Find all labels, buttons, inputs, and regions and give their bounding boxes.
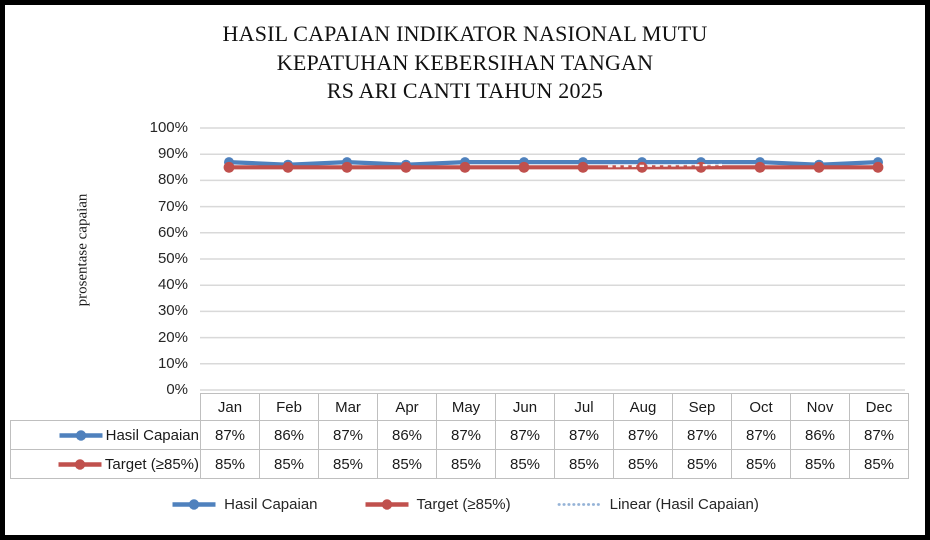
month-header-jun: Jun	[495, 393, 555, 421]
value-cell: 85%	[849, 449, 909, 479]
table-row: Target (≥85%) 85% 85% 85% 85% 85% 85% 85% 85% 85%…	[10, 449, 909, 479]
legend-item-2: Linear (Hasil Capaian)	[557, 496, 759, 513]
value-cell: 87%	[495, 420, 555, 450]
line-marker-key-icon	[59, 429, 103, 441]
chart-title-line-2: KEPATUHAN KEBERSIHAN TANGAN	[276, 49, 654, 75]
trendline	[607, 163, 723, 168]
month-header-apr: Apr	[377, 393, 437, 421]
value-cell: 87%	[436, 420, 496, 450]
data-point-marker	[813, 161, 825, 173]
value-cell: 87%	[849, 420, 909, 450]
y-tick-label: 0%	[166, 381, 188, 398]
chart-title: HASIL CAPAIAN INDIKATOR NASIONAL MUTU KE…	[5, 20, 925, 106]
chart-plot	[200, 127, 905, 391]
y-tick-label: 30%	[157, 302, 188, 320]
series-name-label: Hasil Capaian	[105, 426, 199, 444]
legend-item-1: Target (≥85%)	[364, 496, 511, 513]
legend-label: Target (≥85%)	[416, 496, 511, 513]
series-line-0	[228, 159, 879, 167]
table-corner-spacer	[11, 394, 201, 421]
month-header-feb: Feb	[259, 393, 319, 421]
month-header-dec: Dec	[849, 393, 909, 421]
value-cell: 85%	[200, 449, 260, 479]
data-point-marker	[223, 161, 235, 173]
data-point-marker	[636, 161, 648, 173]
month-header-jan: Jan	[200, 393, 260, 421]
legend-label: Linear (Hasil Capaian)	[609, 496, 759, 513]
value-cell: 85%	[790, 449, 850, 479]
y-tick-label: 100%	[149, 119, 188, 136]
line-marker-key-icon	[365, 499, 409, 510]
value-cell: 86%	[259, 420, 319, 450]
value-cell: 85%	[613, 449, 673, 479]
value-cell: 87%	[200, 420, 260, 450]
value-cell: 87%	[672, 420, 732, 450]
y-tick-label: 70%	[157, 197, 188, 215]
value-cell: 87%	[731, 420, 791, 450]
line-marker-key-icon	[172, 499, 216, 510]
chart-title-line-1: HASIL CAPAIAN INDIKATOR NASIONAL MUTU	[222, 21, 708, 46]
value-cell: 87%	[318, 420, 378, 450]
value-cell: 85%	[554, 449, 614, 479]
value-cell: 85%	[259, 449, 319, 479]
data-point-marker	[400, 161, 412, 173]
data-point-marker	[577, 161, 589, 173]
month-header-mar: Mar	[318, 393, 378, 421]
value-cell: 85%	[672, 449, 732, 479]
y-tick-label: 10%	[157, 354, 188, 372]
series-row-label-0: Hasil Capaian	[10, 420, 201, 450]
data-point-marker	[518, 161, 530, 173]
month-header-sep: Sep	[672, 393, 732, 421]
data-point-marker	[341, 161, 353, 173]
y-tick-label: 90%	[157, 145, 188, 163]
value-cell: 86%	[377, 420, 437, 450]
value-cell: 85%	[436, 449, 496, 479]
data-table: Jan Feb Mar Apr May Jun Jul Aug Sep Oct Nov Dec Hasi…	[10, 393, 909, 479]
value-cell: 86%	[790, 420, 850, 450]
dotted-line-key-icon	[557, 503, 603, 506]
chart-legend: Hasil Capaian Target (≥85%) Linear (Hasil …	[5, 496, 925, 513]
data-point-marker	[872, 161, 884, 173]
series-name-label: Target (≥85%)	[104, 455, 199, 473]
value-cell: 87%	[554, 420, 614, 450]
month-header-nov: Nov	[790, 393, 850, 421]
y-tick-label: 20%	[157, 328, 188, 346]
line-marker-key-icon	[58, 458, 102, 470]
value-cell: 85%	[495, 449, 555, 479]
legend-item-0: Hasil Capaian	[171, 496, 318, 513]
data-point-marker	[754, 161, 766, 173]
series-row-label-1: Target (≥85%)	[10, 449, 201, 479]
data-point-marker	[282, 161, 294, 173]
month-header-aug: Aug	[613, 393, 673, 421]
table-row: Hasil Capaian 87% 86% 87% 86% 87% 87% 87% 87% 87%…	[10, 420, 909, 450]
data-point-marker	[695, 161, 707, 173]
data-point-marker	[459, 161, 471, 173]
value-cell: 85%	[318, 449, 378, 479]
value-cell: 87%	[613, 420, 673, 450]
chart-title-line-3: RS ARI CANTI TAHUN 2025	[326, 78, 604, 103]
value-cell: 85%	[731, 449, 791, 479]
y-tick-label: 50%	[157, 250, 188, 267]
y-tick-label: 40%	[157, 276, 188, 294]
month-header-oct: Oct	[731, 393, 791, 421]
y-tick-label: 60%	[157, 223, 188, 241]
y-tick-label: 80%	[157, 171, 188, 189]
month-header-may: May	[436, 393, 496, 421]
month-header-jul: Jul	[554, 393, 614, 421]
value-cell: 85%	[377, 449, 437, 479]
legend-label: Hasil Capaian	[224, 496, 318, 513]
